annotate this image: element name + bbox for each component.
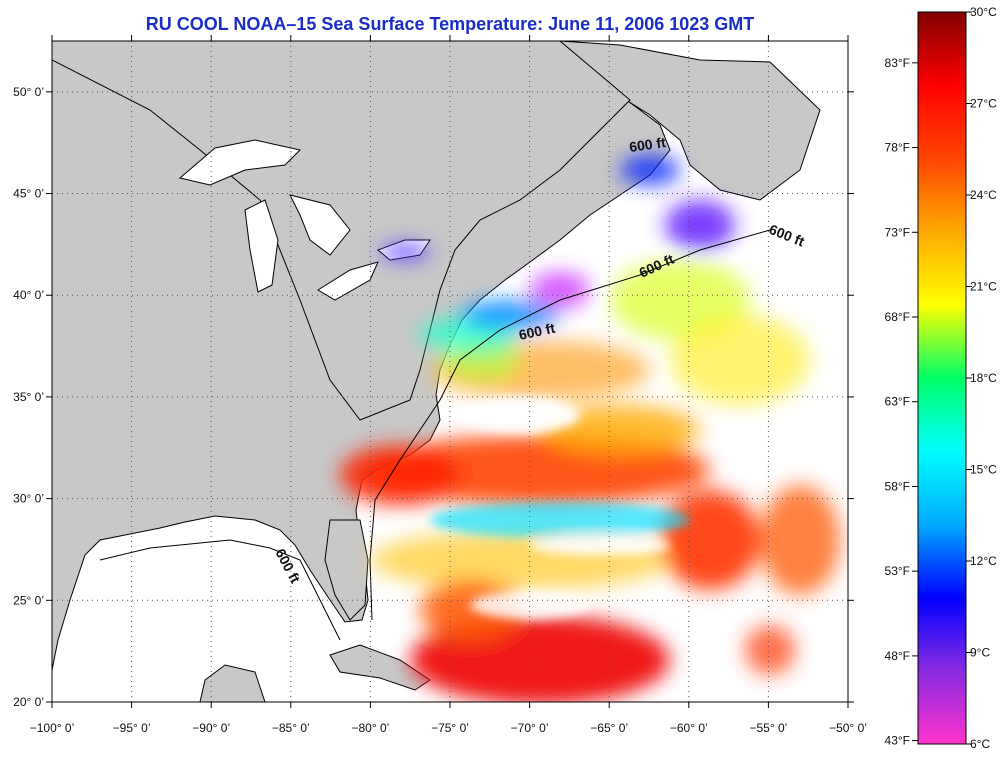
great-lake-erie [317,261,379,301]
fahrenheit-label: 48°F [885,649,910,663]
depth-label: 600 ft [628,134,667,155]
celsius-label: 15°C [970,463,997,477]
fahrenheit-label: 78°F [885,141,910,155]
lon-tick-label: −95° 0’ [113,721,151,735]
great-lake-huron [289,194,351,256]
axis-ticks: −100° 0’ −95° 0’ −90° 0’ −85° 0’ −80° 0’ −75°… [13,35,867,735]
lon-tick-label: −55° 0’ [749,721,787,735]
fahrenheit-label: 58°F [885,479,910,493]
fahrenheit-label: 73°F [885,225,910,239]
lon-tick-label: −80° 0’ [351,721,389,735]
lat-tick-label: 35° 0’ [13,390,44,404]
lon-tick-label: −75° 0’ [431,721,469,735]
lon-tick-label: −60° 0’ [670,721,708,735]
great-lake-michigan [244,199,279,293]
land-florida [324,519,369,621]
celsius-label: 9°C [970,646,990,660]
depth-label: 600 ft [517,320,556,343]
colorbar: 30°C 27°C 24°C 21°C 18°C 15°C 12°C 9°C 6°C 83°F 78… [885,5,998,751]
celsius-label: 12°C [970,554,997,568]
graticule [52,41,848,702]
fahrenheit-label: 53°F [885,564,910,578]
great-lake-superior [178,139,301,186]
lat-tick-label: 50° 0’ [13,85,44,99]
celsius-label: 18°C [970,371,997,385]
lat-tick-label: 25° 0’ [13,593,44,607]
lat-tick-label: 40° 0’ [13,288,44,302]
lon-tick-label: −65° 0’ [590,721,628,735]
sst-patches [340,155,840,702]
lat-tick-label: 20° 0’ [13,695,44,709]
depth-contour-600ft [99,229,771,641]
celsius-label: 6°C [970,737,990,751]
map-title: RU COOL NOAA–15 Sea Surface Temperature:… [145,14,755,34]
lon-tick-label: −50° 0’ [829,721,867,735]
lon-tick-label: −100° 0’ [30,721,75,735]
lat-tick-label: 45° 0’ [13,187,44,201]
colorbar-labels: 30°C 27°C 24°C 21°C 18°C 15°C 12°C 9°C 6°C 83°F 78… [885,5,998,751]
celsius-label: 30°C [970,5,997,19]
land-cuba [329,644,431,691]
lon-tick-label: −85° 0’ [272,721,310,735]
lon-tick-label: −70° 0’ [511,721,549,735]
celsius-label: 27°C [970,97,997,111]
lon-tick-label: −90° 0’ [192,721,230,735]
colorbar-scale [917,11,967,745]
lat-tick-label: 30° 0’ [13,492,44,506]
celsius-label: 21°C [970,280,997,294]
land-yucatan [199,664,266,702]
fahrenheit-label: 43°F [885,734,910,748]
fahrenheit-label: 83°F [885,56,910,70]
fahrenheit-label: 68°F [885,310,910,324]
celsius-label: 24°C [970,188,997,202]
fahrenheit-label: 63°F [885,395,910,409]
map-panel: 600 ft 600 ft 600 ft 600 ft 600 ft [52,41,848,702]
